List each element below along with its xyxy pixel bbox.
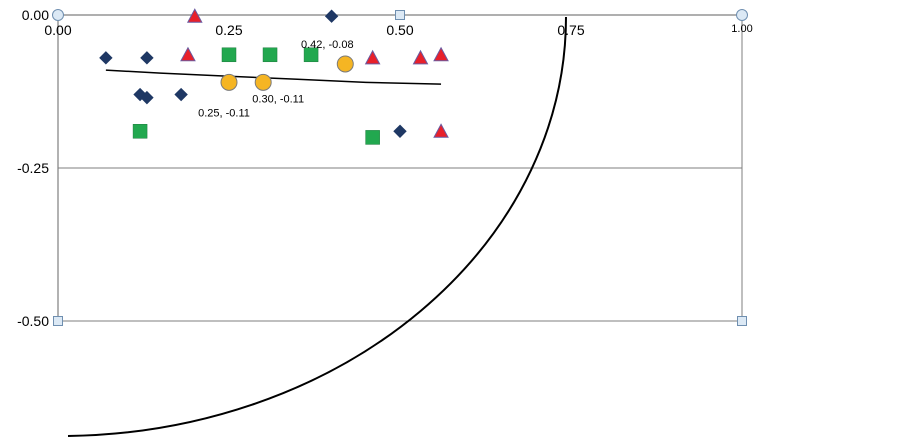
square-marker <box>365 130 380 145</box>
triangle-marker <box>186 8 203 23</box>
grid-lines <box>58 14 742 322</box>
diamond-marker <box>140 51 154 65</box>
resize-handle <box>395 10 405 20</box>
diamond-marker <box>324 9 339 23</box>
diamond-marker <box>174 87 188 102</box>
diamond-marker <box>393 124 407 138</box>
triangle-marker <box>433 123 449 138</box>
circle-marker <box>254 73 272 91</box>
triangle-marker <box>412 49 429 65</box>
triangle-marker <box>433 46 449 62</box>
resize-handle <box>52 9 64 21</box>
arc-curve <box>67 16 567 437</box>
triangle-marker <box>180 46 196 62</box>
data-label: 0.42, -0.08 <box>301 39 354 51</box>
triangle-marker <box>364 49 381 65</box>
x-tick-label: 0.50 <box>386 22 413 38</box>
diamond-marker <box>140 90 154 105</box>
x-tick-label: 0.25 <box>215 22 242 38</box>
circle-marker <box>220 73 238 91</box>
resize-handle <box>53 316 63 326</box>
data-points <box>99 8 449 145</box>
y-tick-label: 0.00 <box>22 7 49 23</box>
data-label: 0.30, -0.11 <box>252 93 304 105</box>
square-marker <box>132 124 148 139</box>
x-tick-label: 1.00 <box>731 23 752 35</box>
selection-handles <box>52 9 748 326</box>
square-marker <box>303 47 319 63</box>
y-tick-label: -0.25 <box>17 160 49 176</box>
square-marker <box>262 47 278 63</box>
resize-handle <box>736 9 748 21</box>
data-label: 0.25, -0.11 <box>198 107 250 119</box>
x-tick-label: 0.00 <box>44 22 71 38</box>
tick-labels: 0.00 0.25 0.50 0.75 1.00 0.00 -0.25 -0.50 <box>17 7 753 329</box>
circle-marker <box>336 55 354 73</box>
plot-frame <box>57 14 743 325</box>
curve-layer <box>67 16 567 437</box>
annotations: 0.25, -0.110.30, -0.11 0.42, -0.08 <box>198 39 353 119</box>
y-tick-label: -0.50 <box>17 313 49 329</box>
trend-line <box>105 69 442 85</box>
diamond-marker <box>99 51 113 65</box>
x-tick-label: 0.75 <box>557 22 584 38</box>
square-marker <box>221 47 237 63</box>
resize-handle <box>737 316 747 326</box>
